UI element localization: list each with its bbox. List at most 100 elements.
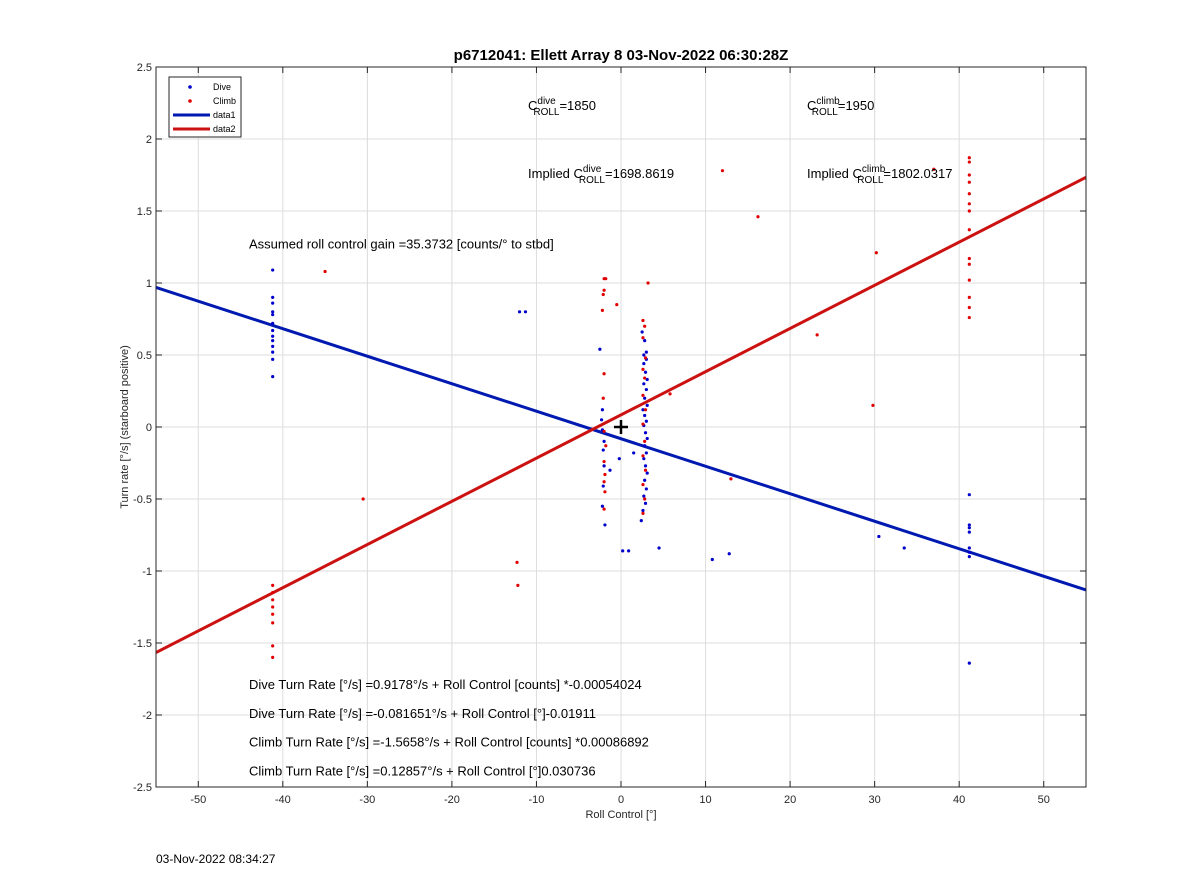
annotation-part: =1950: [838, 98, 875, 113]
annotation-part: Climb Turn Rate [°/s] =0.12857°/s + Roll…: [249, 763, 596, 778]
point-climb: [271, 621, 275, 625]
point-dive: [643, 501, 648, 505]
point-dive: [621, 549, 625, 553]
point-dive: [640, 330, 644, 334]
point-dive: [271, 334, 275, 338]
point-dive: [599, 418, 604, 422]
annotation-part: Climb Turn Rate [°/s] =-1.5658°/s + Roll…: [249, 735, 649, 750]
point-dive: [644, 451, 648, 455]
x-axis-label: Roll Control [°]: [585, 809, 656, 821]
annotation: Cdive ROLL=1850: [528, 96, 596, 118]
point-dive: [602, 439, 606, 443]
y-tick-label: 1: [146, 278, 152, 290]
x-tick-label: -20: [444, 794, 460, 806]
point-climb: [967, 305, 971, 310]
point-dive: [645, 403, 649, 407]
point-dive: [632, 451, 636, 455]
point-climb: [323, 269, 327, 274]
x-tick-label: -30: [359, 794, 375, 806]
point-dive: [641, 508, 645, 513]
point-dive: [645, 436, 649, 441]
point-climb: [271, 655, 275, 660]
point-climb: [932, 167, 936, 171]
annotation: Dive Turn Rate [°/s] =0.9178°/s + Roll C…: [249, 677, 642, 692]
annotation-part: ROLL: [579, 175, 606, 186]
annotation: Implied Cclimb ROLL=1802.0317: [807, 164, 952, 186]
point-climb: [668, 392, 672, 396]
point-dive: [271, 357, 275, 361]
point-climb: [641, 454, 645, 458]
x-tick-label: 10: [699, 794, 711, 806]
point-dive: [271, 301, 275, 305]
point-dive: [967, 555, 971, 559]
point-dive: [644, 419, 648, 423]
annotation-part: climb: [862, 164, 886, 175]
point-climb: [967, 160, 971, 164]
annotation-part: dive: [537, 96, 556, 107]
point-dive: [645, 471, 649, 475]
fit-line-data1: [156, 286, 1086, 592]
point-climb: [720, 169, 725, 173]
point-dive: [643, 339, 647, 343]
x-tick-label: 0: [618, 794, 624, 806]
point-climb: [643, 468, 648, 472]
point-climb: [967, 228, 971, 232]
annotation: Assumed roll control gain =35.3732 [coun…: [249, 236, 554, 251]
point-dive: [641, 408, 645, 412]
point-climb: [641, 336, 645, 340]
point-dive: [877, 534, 881, 539]
annotation: Climb Turn Rate [°/s] =0.12857°/s + Roll…: [249, 763, 596, 778]
point-climb: [602, 459, 606, 464]
point-dive: [601, 484, 605, 488]
point-climb: [643, 439, 647, 443]
point-dive: [271, 350, 275, 354]
legend-label: Climb: [213, 96, 236, 106]
point-climb: [602, 372, 606, 376]
point-climb: [604, 277, 608, 281]
annotation-part: Implied C: [528, 166, 583, 181]
annotation-part: =1698.8619: [605, 166, 674, 181]
point-dive: [271, 310, 275, 314]
point-climb: [271, 644, 275, 648]
point-climb: [967, 256, 971, 261]
x-tick-label: -40: [275, 794, 291, 806]
point-dive: [627, 549, 631, 553]
point-dive: [643, 413, 647, 418]
annotation-part: ROLL: [533, 107, 560, 118]
y-tick-label: -2: [142, 710, 152, 722]
point-climb: [641, 393, 645, 397]
point-dive: [657, 546, 661, 550]
point-dive: [643, 444, 647, 448]
point-dive: [967, 661, 971, 665]
point-dive: [523, 310, 528, 314]
annotation: Climb Turn Rate [°/s] =-1.5658°/s + Roll…: [249, 735, 649, 750]
point-climb: [643, 408, 648, 412]
point-dive: [727, 552, 731, 556]
x-tick-label: 40: [953, 794, 965, 806]
point-dive: [602, 464, 606, 468]
legend-label: data2: [213, 124, 236, 134]
point-climb: [641, 511, 645, 515]
point-dive: [967, 546, 971, 550]
point-dive: [617, 457, 621, 461]
point-climb: [967, 262, 971, 266]
point-climb: [967, 192, 971, 196]
point-climb: [967, 156, 971, 160]
x-tick-label: 50: [1038, 794, 1050, 806]
point-dive: [642, 382, 646, 386]
chart-title: p6712041: Ellett Array 8 03-Nov-2022 06:…: [454, 47, 789, 64]
point-dive: [644, 387, 648, 392]
annotation: Dive Turn Rate [°/s] =-0.081651°/s + Rol…: [249, 706, 596, 721]
point-dive: [643, 370, 648, 374]
point-dive: [271, 268, 275, 272]
point-climb: [641, 483, 645, 487]
point-climb: [967, 180, 971, 184]
point-dive: [600, 504, 605, 508]
point-dive: [710, 557, 714, 562]
point-climb: [602, 288, 606, 292]
point-dive: [639, 519, 643, 523]
point-climb: [604, 444, 608, 448]
point-climb: [967, 295, 971, 299]
point-climb: [729, 477, 733, 481]
